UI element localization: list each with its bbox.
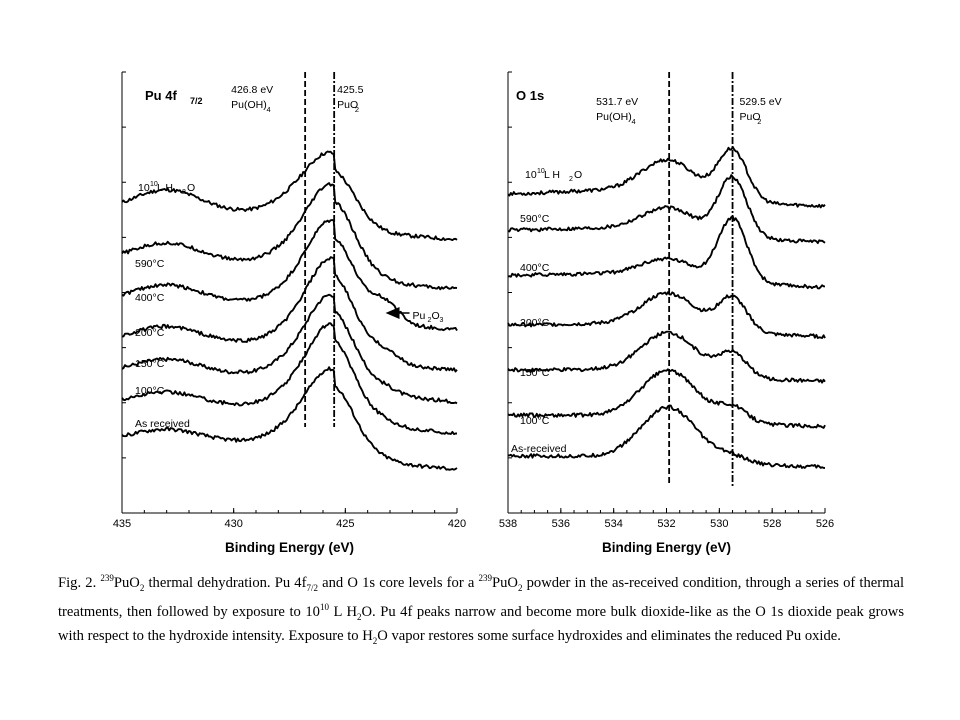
caption-fig: Fig. 2. (58, 574, 97, 591)
x-tick-label: 532 (657, 518, 675, 530)
spectrum-line (507, 404, 825, 469)
caption-t3: and O 1s core levels for a (317, 574, 479, 591)
caption-s5: 2 (372, 635, 378, 646)
spectrum-line (121, 182, 458, 291)
spectrum-line (507, 174, 826, 245)
series-label: As-received (511, 443, 567, 455)
series-label-end: O (187, 182, 195, 194)
reference-line-species: Pu(OH) (596, 111, 632, 123)
x-axis-label: Binding Energy (eV) (225, 540, 354, 555)
caption-t4: PuO (491, 574, 518, 591)
x-tick-label: 534 (604, 518, 622, 530)
spectrum-line (507, 330, 826, 384)
reference-line-subscript: 4 (632, 117, 636, 126)
reference-line-species: PuO (337, 99, 358, 111)
series-label-end: O (574, 169, 582, 181)
reference-line-subscript: 4 (267, 105, 271, 114)
x-tick-label: 530 (710, 518, 728, 530)
caption-s4: 2 (356, 611, 362, 622)
series-label: 100°C (520, 415, 550, 427)
caption-t6: L H (328, 603, 357, 620)
series-label: 200°C (520, 317, 550, 329)
spectrum-line (507, 368, 826, 429)
spectrum-line (121, 150, 458, 242)
spectrum-line (122, 256, 458, 373)
panel-title: Pu 4f (145, 88, 177, 103)
caption-s2: 7/2 (306, 582, 318, 593)
spectrum-line (507, 291, 826, 339)
series-label: 10 (138, 182, 150, 194)
spectrum-line (121, 322, 457, 436)
spectrum-line (507, 215, 826, 290)
series-label-rest: L H (157, 182, 173, 194)
series-label: 590°C (520, 213, 550, 225)
annotation-label-mid: O (432, 310, 440, 322)
caption-t7: O. Pu 4f peaks narrow and become more bu… (58, 603, 904, 644)
annotation-arrow-head (385, 307, 400, 319)
caption-t2: thermal dehydration. Pu 4f (144, 574, 307, 591)
reference-line-species: PuO (740, 111, 761, 123)
caption-sup1: 10 (319, 601, 329, 612)
series-label-rest: L H (544, 169, 560, 181)
x-tick-label: 435 (113, 518, 131, 530)
series-label: 100°C (135, 385, 165, 397)
series-label: 10 (525, 169, 537, 181)
x-tick-label: 526 (816, 518, 834, 530)
series-label: 400°C (135, 292, 165, 304)
series-label-superscript: 10 (537, 168, 545, 175)
reference-line-label: 531.7 eV (596, 96, 638, 108)
reference-line-label: 529.5 eV (740, 96, 782, 108)
spectrum-line (121, 366, 458, 471)
series-label-subscript: 2 (569, 176, 573, 183)
caption-iso1: 239 (100, 573, 114, 583)
x-tick-label: 538 (499, 518, 517, 530)
series-label: 150°C (135, 358, 165, 370)
spectrum-line (507, 146, 826, 209)
reference-line-subscript: 2 (757, 117, 761, 126)
x-tick-label: 425 (336, 518, 354, 530)
reference-line-species: Pu(OH) (231, 99, 267, 111)
x-tick-label: 528 (763, 518, 781, 530)
caption-t8: O vapor restores some surface hydroxides… (377, 627, 841, 644)
caption-s1: 2 (139, 582, 145, 593)
caption-t5: powder in the as-received condition, thr… (58, 574, 904, 620)
series-label-superscript: 10 (150, 181, 158, 188)
annotation-subscript: 3 (440, 317, 444, 324)
series-label-subscript: 2 (182, 189, 186, 196)
annotation-label: Pu (413, 310, 426, 322)
annotation-subscript: 2 (428, 317, 432, 324)
series-label: As received (135, 418, 190, 430)
reference-line-label: 426.8 eV (231, 84, 273, 96)
panel-title: O 1s (516, 88, 544, 103)
series-label: 590°C (135, 258, 165, 270)
spectrum-line (121, 293, 458, 405)
reference-line-label: 425.5 (337, 84, 363, 96)
figure-caption: Fig. 2. 239PuO2 thermal dehydration. Pu … (58, 569, 904, 651)
series-label: 400°C (520, 262, 550, 274)
pu-4f-panel: 435 430 425 420 Binding Energy (eV) Pu 4f 7/2 4… (113, 71, 466, 555)
panel-title-subscript: 7/2 (190, 96, 203, 106)
x-axis-label: Binding Energy (eV) (602, 540, 731, 555)
caption-t1: PuO (113, 574, 140, 591)
caption-iso2: 239 (478, 573, 492, 583)
reference-line-subscript: 2 (355, 105, 359, 114)
x-tick-label: 430 (224, 518, 242, 530)
series-label: 150°C (520, 367, 550, 379)
caption-s3: 2 (517, 582, 523, 593)
o-1s-panel: 538 536 534 532 530 528 526 Binding Energy (eV)… (499, 71, 834, 555)
x-tick-label: 536 (552, 518, 570, 530)
series-label: 200°C (135, 327, 165, 339)
x-tick-label: 420 (448, 518, 466, 530)
